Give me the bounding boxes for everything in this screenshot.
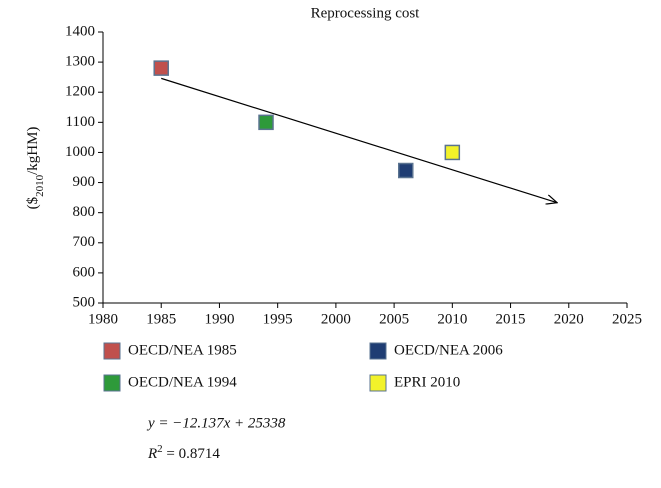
legend-label: OECD/NEA 1985 (128, 342, 237, 358)
x-tick-label: 1995 (263, 311, 293, 327)
x-tick-label: 1990 (204, 311, 234, 327)
legend-label: OECD/NEA 1994 (128, 374, 237, 390)
y-tick-label: 1200 (65, 84, 95, 100)
point (258, 114, 274, 131)
legend-swatch (103, 374, 121, 392)
y-tick-label: 500 (73, 294, 96, 310)
equation: y = −12.137x + 25338 (146, 415, 286, 431)
y-label-prefix: ($ (25, 196, 41, 209)
y-tick-label: 1100 (66, 114, 95, 130)
trend-arrow (161, 77, 557, 202)
point (398, 162, 414, 179)
legend-swatch (369, 342, 387, 360)
y-tick-label: 1000 (65, 144, 95, 160)
x-tick-label: 2025 (612, 311, 642, 327)
r-squared: R2 = 0.8714 (147, 443, 220, 463)
chart-title: Reprocessing cost (311, 5, 421, 21)
r2-rest: = 0.8714 (163, 446, 221, 462)
x-tick-label: 1980 (88, 311, 118, 327)
legend-label: OECD/NEA 2006 (394, 342, 503, 358)
legend-swatch (103, 342, 121, 360)
point (444, 144, 461, 161)
y-axis-label: ($2010/kgHM) (25, 127, 45, 210)
r2-base: R (147, 446, 157, 462)
y-tick-label: 700 (73, 234, 96, 250)
legend-label: EPRI 2010 (394, 374, 460, 390)
x-tick-label: 2015 (496, 311, 526, 327)
y-label-suffix: /kgHM) (25, 127, 41, 175)
y-label-sub: 2010 (34, 174, 46, 197)
point (153, 60, 169, 76)
r2-sup: 2 (157, 443, 163, 455)
x-tick-label: 2010 (437, 311, 467, 327)
y-tick-label: 600 (73, 264, 96, 280)
legend-swatch (369, 374, 387, 392)
x-tick-label: 1985 (146, 311, 176, 327)
y-tick-label: 1300 (65, 54, 95, 70)
y-tick-label: 900 (73, 174, 96, 190)
x-tick-label: 2000 (321, 311, 351, 327)
x-tick-label: 2005 (379, 311, 409, 327)
y-tick-label: 1400 (65, 23, 95, 39)
x-tick-label: 2020 (554, 311, 584, 327)
y-tick-label: 800 (73, 204, 96, 220)
